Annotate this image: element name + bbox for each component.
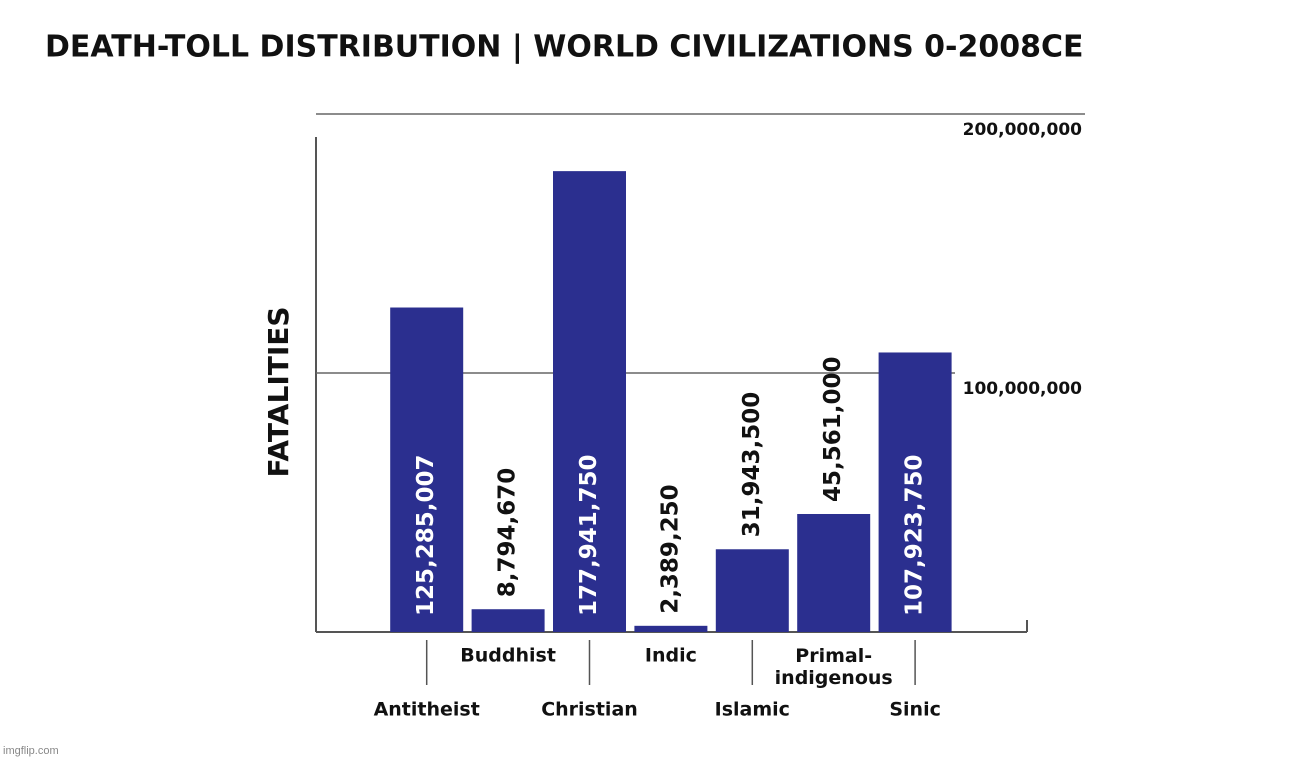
value-label: 31,943,500 — [739, 392, 765, 538]
x-tick-label: Christian — [541, 699, 638, 721]
bar — [715, 549, 789, 632]
y-tick-label: 100,000,000 — [963, 379, 1083, 399]
bar — [390, 307, 464, 632]
x-tick-label: Antitheist — [374, 699, 480, 721]
y-tick-label: 200,000,000 — [963, 120, 1083, 140]
x-tick-label: Islamic — [715, 699, 790, 721]
watermark: imgflip.com — [3, 745, 59, 757]
value-label: 107,923,750 — [902, 454, 928, 616]
bar — [878, 352, 952, 632]
x-tick-label: Sinic — [889, 699, 941, 721]
value-label: 8,794,670 — [495, 468, 521, 598]
value-label: 125,285,007 — [413, 454, 439, 616]
value-label: 2,389,250 — [657, 484, 683, 614]
x-tick-label: Buddhist — [460, 645, 556, 667]
value-label: 177,941,750 — [576, 454, 602, 616]
bar — [634, 625, 708, 632]
x-tick-label: Indic — [645, 645, 697, 667]
bar — [797, 513, 871, 632]
chart-title: DEATH-TOLL DISTRIBUTION | WORLD CIVILIZA… — [45, 30, 1084, 65]
x-tick-label: Primal-indigenous — [775, 645, 893, 689]
bar — [471, 609, 545, 632]
bar — [553, 171, 626, 633]
value-label: 45,561,000 — [820, 356, 846, 502]
y-axis-label: FATALITIES — [262, 306, 295, 477]
